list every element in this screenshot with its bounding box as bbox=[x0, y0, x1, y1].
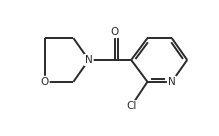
Text: N: N bbox=[85, 55, 93, 65]
Text: O: O bbox=[40, 77, 49, 87]
Text: O: O bbox=[111, 27, 119, 37]
Text: N: N bbox=[168, 77, 176, 87]
Text: Cl: Cl bbox=[126, 101, 136, 111]
